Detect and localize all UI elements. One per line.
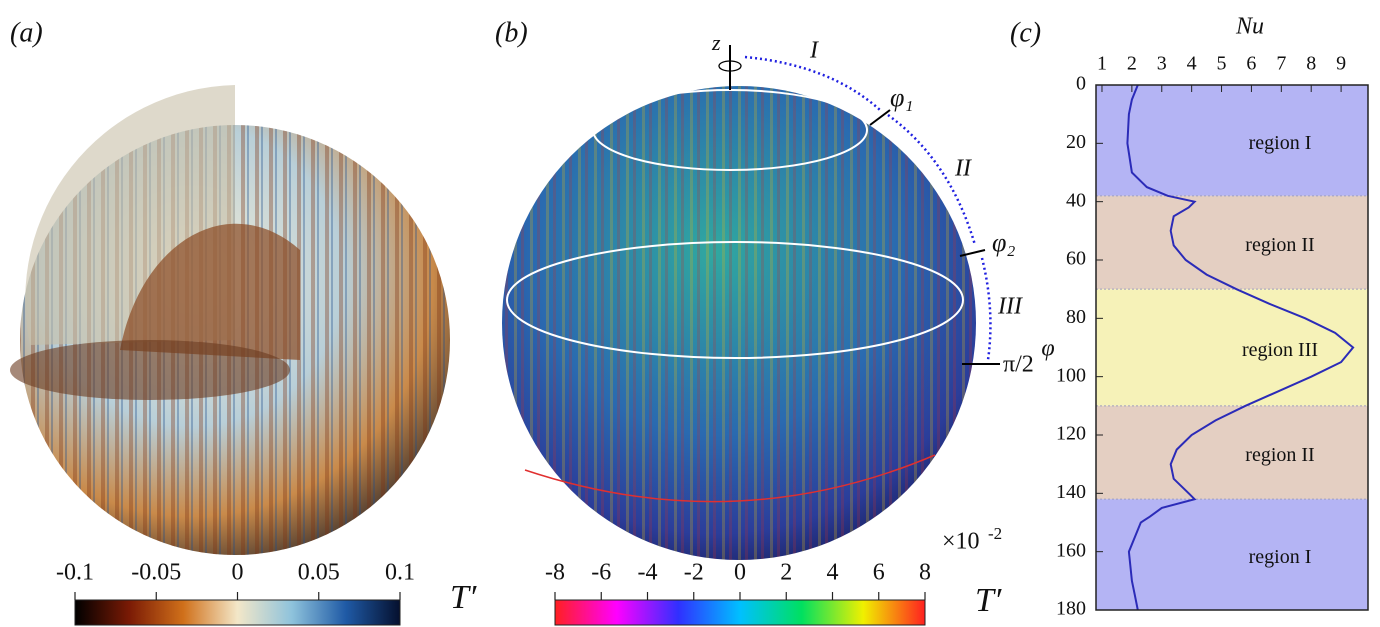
- y-tick-label: 0: [1076, 73, 1086, 95]
- multiplier: ×10: [942, 529, 980, 555]
- y-tick-label: 120: [1056, 423, 1086, 445]
- y-tick-label: 140: [1056, 481, 1086, 503]
- tick-label: 0.05: [298, 560, 340, 586]
- panel-label: (c): [1010, 17, 1041, 48]
- colorbar: [74, 599, 401, 626]
- annotation: π/2: [1003, 352, 1034, 378]
- y-tick-label: 60: [1066, 248, 1086, 270]
- tick-label: -0.1: [56, 560, 94, 586]
- x-tick-label: 3: [1157, 53, 1167, 75]
- tick-label: 4: [827, 560, 839, 586]
- tick-label: 6: [873, 560, 885, 586]
- panel-a-image: [10, 85, 450, 555]
- x-tick-label: 7: [1276, 53, 1286, 75]
- x-tick-label: 1: [1097, 53, 1107, 75]
- region-label: region I: [1249, 546, 1312, 568]
- x-tick-label: 2: [1127, 53, 1137, 75]
- y-tick-label: 180: [1056, 598, 1086, 620]
- y-tick-label: 100: [1056, 364, 1086, 386]
- x-tick-label: 4: [1187, 53, 1197, 75]
- colorbar-title: T′: [975, 582, 1002, 619]
- region: [1096, 405, 1368, 500]
- y-tick-label: 80: [1066, 306, 1086, 328]
- tick-label: 8: [919, 560, 931, 586]
- y-axis-label: φ: [1041, 336, 1054, 362]
- x-tick-label: 9: [1336, 53, 1346, 75]
- tick-label: -2: [684, 560, 704, 586]
- region-label: region II: [1245, 234, 1314, 256]
- tick-label: -4: [638, 560, 658, 586]
- exponent: -2: [988, 524, 1002, 543]
- x-tick-label: 8: [1306, 53, 1316, 75]
- x-axis-label: Nu: [1235, 14, 1264, 40]
- annotation: II: [954, 156, 972, 182]
- panel-label: (a): [10, 17, 43, 48]
- panel-label: (b): [495, 17, 528, 48]
- tick-label: -0.05: [131, 560, 181, 586]
- nu-curve: [1126, 84, 1355, 611]
- y-tick-label: 160: [1056, 539, 1086, 561]
- annotation: φ₁: [890, 83, 913, 112]
- tick-label: -6: [591, 560, 611, 586]
- tick-label: -8: [545, 560, 565, 586]
- x-tick-label: 5: [1217, 53, 1227, 75]
- tick-label: 0.1: [385, 560, 415, 586]
- annotation: z: [711, 30, 721, 55]
- annotation: φ₂: [992, 228, 1015, 257]
- region: [1096, 195, 1368, 290]
- region: [1096, 85, 1368, 196]
- plot-frame: [1095, 84, 1369, 611]
- tick-label: 0: [232, 560, 244, 586]
- region-label: region III: [1242, 339, 1318, 361]
- region: [1096, 499, 1368, 610]
- tick-label: 0: [734, 560, 746, 586]
- annotation: I: [809, 38, 819, 64]
- annotation: III: [997, 294, 1023, 320]
- y-tick-label: 20: [1066, 131, 1086, 153]
- region: [1096, 289, 1368, 406]
- x-tick-label: 6: [1246, 53, 1256, 75]
- colorbar-title: T′: [450, 579, 477, 616]
- tick-label: 2: [780, 560, 792, 586]
- y-tick-label: 40: [1066, 189, 1086, 211]
- region-label: region II: [1245, 444, 1314, 466]
- colorbar: [554, 599, 926, 626]
- panel-b-image: [502, 45, 1000, 560]
- region-label: region I: [1249, 132, 1312, 154]
